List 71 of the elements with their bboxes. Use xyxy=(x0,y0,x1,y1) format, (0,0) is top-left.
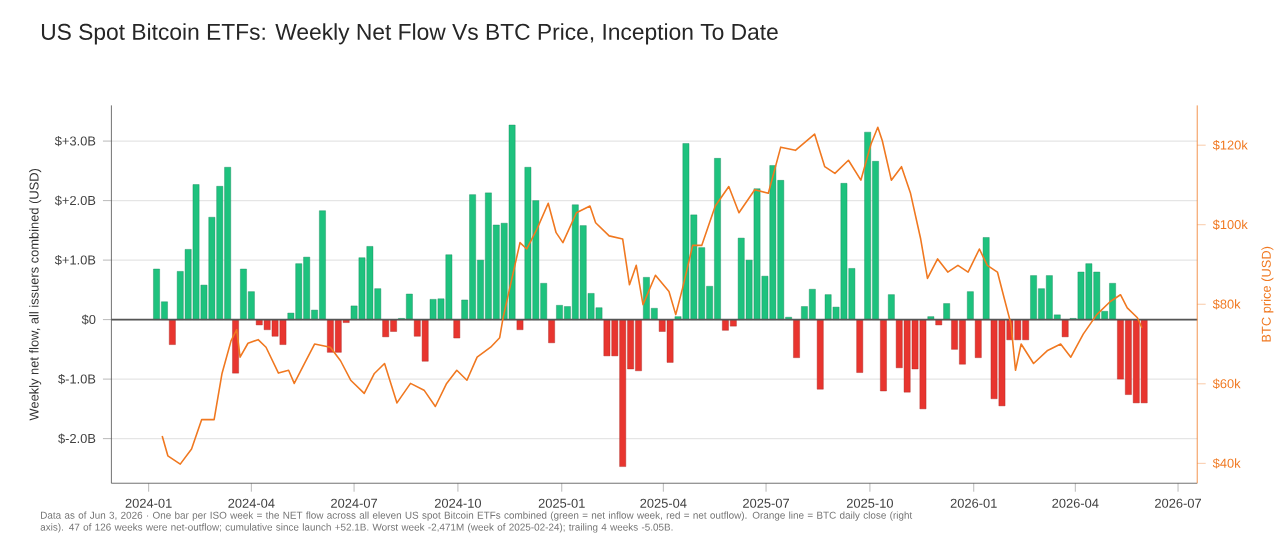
bar xyxy=(334,319,342,353)
bar xyxy=(445,254,453,320)
bar xyxy=(943,302,950,320)
bar xyxy=(406,293,413,320)
bar xyxy=(366,245,374,320)
bar xyxy=(469,194,476,320)
bar xyxy=(666,319,674,363)
bar xyxy=(603,319,611,356)
bar xyxy=(769,164,777,320)
bar xyxy=(390,319,397,332)
bar xyxy=(990,319,998,399)
bar xyxy=(1046,274,1053,320)
bar xyxy=(856,319,864,373)
bar xyxy=(809,288,816,320)
bar xyxy=(1140,319,1148,403)
bar xyxy=(919,319,927,409)
bar xyxy=(303,256,310,320)
bar xyxy=(453,319,461,338)
bar xyxy=(548,319,555,343)
bar xyxy=(1030,274,1037,320)
bar xyxy=(263,319,271,330)
bar xyxy=(516,319,524,330)
line-series xyxy=(161,126,1143,465)
bar xyxy=(429,298,437,320)
bar xyxy=(1022,319,1029,340)
bar xyxy=(840,182,848,320)
bar xyxy=(864,131,871,320)
bar xyxy=(643,276,650,320)
bar xyxy=(279,319,287,345)
bar xyxy=(572,204,579,320)
bar xyxy=(903,319,911,392)
chart-title: US Spot Bitcoin ETFs: Weekly Net Flow Vs BTC Price, Inception To Date xyxy=(41,22,778,45)
bar xyxy=(421,319,429,362)
bar xyxy=(682,142,690,320)
bar xyxy=(714,157,721,320)
bar xyxy=(959,319,966,365)
bar xyxy=(556,304,563,320)
bar xyxy=(153,268,160,320)
bar xyxy=(382,319,389,337)
bar xyxy=(1061,319,1069,337)
bar xyxy=(888,294,895,320)
bar xyxy=(485,192,492,320)
bar xyxy=(1109,282,1116,320)
bar xyxy=(824,294,832,320)
bar xyxy=(880,319,887,391)
bar xyxy=(722,319,729,331)
bar xyxy=(524,166,532,320)
bar xyxy=(974,319,982,358)
bar xyxy=(271,319,279,337)
bar xyxy=(192,183,200,320)
bar xyxy=(1077,271,1085,320)
bar xyxy=(508,124,516,320)
bar xyxy=(737,237,745,320)
bar xyxy=(619,319,627,467)
bar xyxy=(793,319,800,358)
bar xyxy=(1093,271,1101,320)
bar xyxy=(635,319,642,371)
bar xyxy=(169,319,176,345)
bar xyxy=(327,319,334,353)
bar xyxy=(998,319,1006,406)
bar xyxy=(982,236,990,320)
bar xyxy=(319,210,326,320)
bar xyxy=(816,319,824,390)
bar xyxy=(240,268,247,320)
bar xyxy=(967,291,974,320)
bar xyxy=(1014,319,1022,340)
bar xyxy=(1132,319,1140,403)
bar xyxy=(1085,263,1093,320)
bar xyxy=(295,263,303,320)
bar xyxy=(753,188,761,320)
bar xyxy=(224,166,231,320)
